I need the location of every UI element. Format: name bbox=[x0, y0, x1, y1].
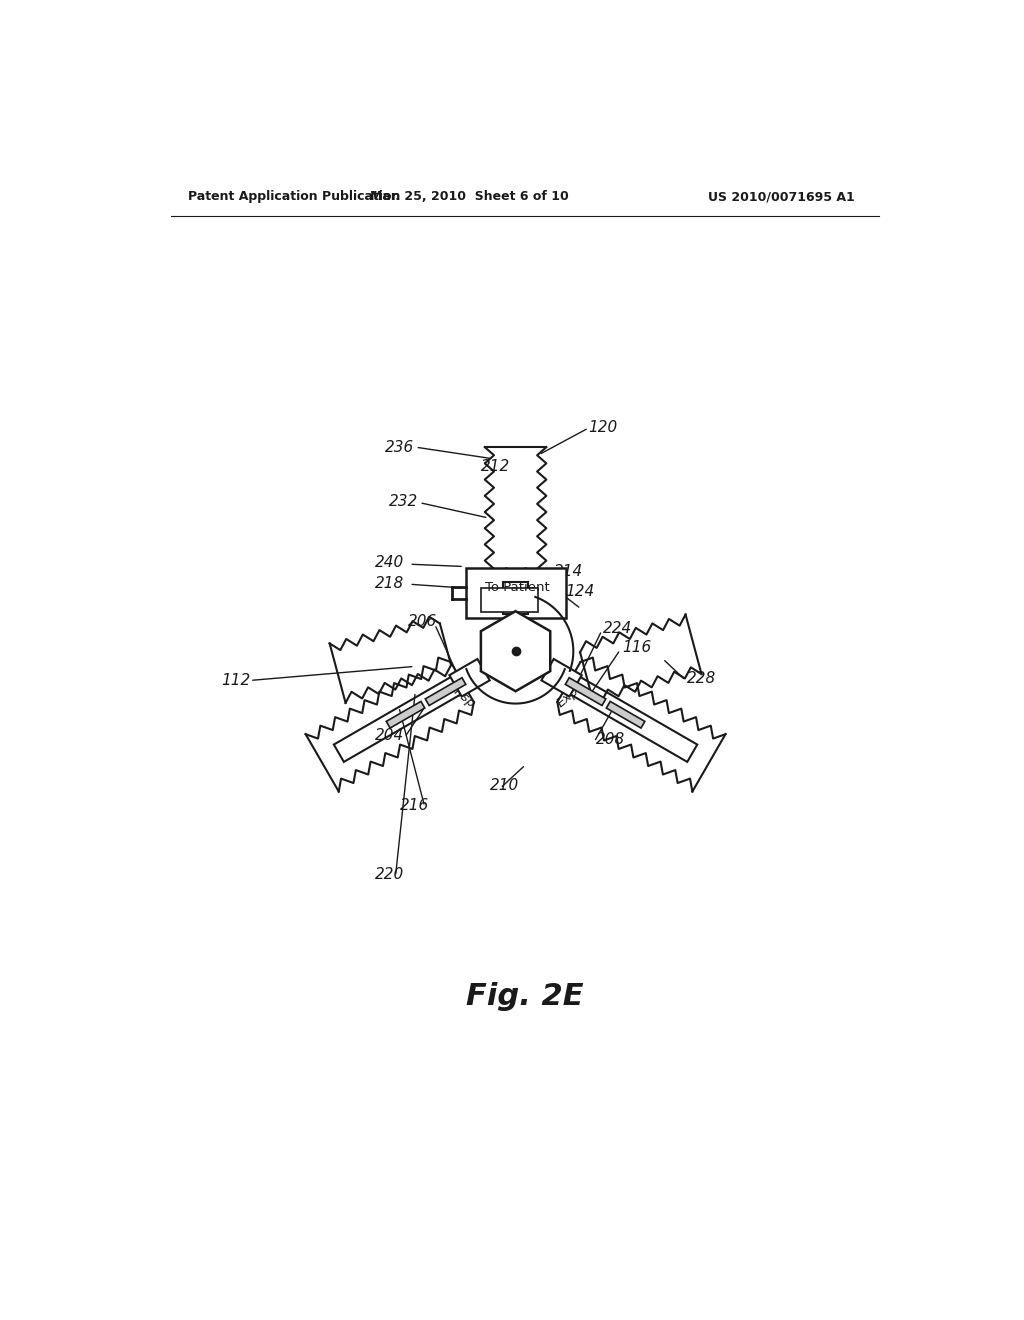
Text: Exp: Exp bbox=[554, 684, 582, 710]
FancyBboxPatch shape bbox=[466, 569, 565, 619]
Polygon shape bbox=[330, 616, 451, 704]
Polygon shape bbox=[484, 447, 547, 601]
Text: Mar. 25, 2010  Sheet 6 of 10: Mar. 25, 2010 Sheet 6 of 10 bbox=[370, 190, 568, 203]
Text: 124: 124 bbox=[565, 583, 595, 599]
Text: 204: 204 bbox=[376, 729, 404, 743]
Polygon shape bbox=[542, 659, 582, 697]
Polygon shape bbox=[481, 611, 550, 692]
Text: 206: 206 bbox=[408, 614, 437, 630]
Polygon shape bbox=[606, 701, 645, 729]
Polygon shape bbox=[565, 677, 606, 706]
Polygon shape bbox=[305, 657, 474, 792]
Text: 220: 220 bbox=[376, 867, 404, 882]
Text: US 2010/0071695 A1: US 2010/0071695 A1 bbox=[708, 190, 854, 203]
Polygon shape bbox=[580, 615, 701, 701]
FancyBboxPatch shape bbox=[480, 587, 539, 612]
Text: 232: 232 bbox=[388, 494, 418, 508]
Text: 236: 236 bbox=[385, 440, 414, 454]
Text: 112: 112 bbox=[221, 673, 251, 688]
Polygon shape bbox=[386, 701, 425, 729]
Text: 224: 224 bbox=[602, 620, 632, 636]
Polygon shape bbox=[557, 657, 725, 792]
Text: To Patient: To Patient bbox=[484, 581, 550, 594]
Text: 116: 116 bbox=[622, 640, 651, 655]
Polygon shape bbox=[503, 582, 528, 614]
Text: 214: 214 bbox=[554, 565, 584, 579]
Text: Insp: Insp bbox=[449, 682, 478, 710]
Text: 228: 228 bbox=[687, 671, 717, 685]
Polygon shape bbox=[425, 677, 466, 706]
Text: 240: 240 bbox=[376, 556, 404, 570]
Text: Patent Application Publication: Patent Application Publication bbox=[188, 190, 400, 203]
Text: 212: 212 bbox=[481, 459, 510, 474]
Text: 120: 120 bbox=[589, 420, 617, 436]
Text: 218: 218 bbox=[376, 576, 404, 591]
Text: 216: 216 bbox=[400, 797, 429, 813]
Text: Fig. 2E: Fig. 2E bbox=[466, 982, 584, 1011]
Text: 208: 208 bbox=[596, 733, 625, 747]
Text: 210: 210 bbox=[490, 779, 519, 793]
Polygon shape bbox=[450, 659, 489, 697]
